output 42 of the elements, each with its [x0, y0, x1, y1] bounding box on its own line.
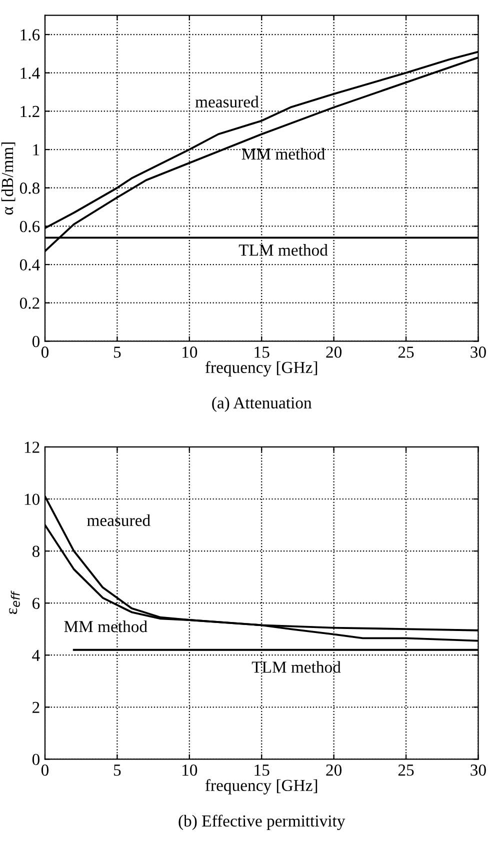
- series-label: TLM method: [252, 661, 341, 673]
- x-tick-label: 20: [326, 764, 342, 776]
- y-tick-label: 10: [24, 494, 40, 505]
- x-tick-label: 10: [182, 764, 198, 776]
- x-tick-label: 5: [114, 346, 121, 358]
- y-tick-label: 6: [32, 598, 40, 610]
- y-tick-label: 12: [24, 442, 40, 453]
- x-tick-label: 25: [398, 764, 414, 776]
- series-label: MM method: [64, 620, 148, 632]
- series-label: measured: [87, 514, 150, 526]
- y-axis-title: α [dB/mm]: [1, 142, 16, 215]
- x-tick-label: 30: [470, 764, 486, 776]
- series-label: MM method: [242, 148, 325, 160]
- y-tick-label: 1.6: [20, 29, 40, 41]
- y-tick-label: 0.6: [20, 220, 40, 232]
- x-axis-title: frequency [GHz]: [205, 361, 318, 377]
- y-tick-label: 0.4: [20, 259, 40, 271]
- x-tick-label: 10: [182, 346, 198, 358]
- y-tick-label: 0.2: [20, 298, 40, 309]
- y-tick-label: 1: [33, 144, 40, 156]
- y-tick-label: 0: [32, 336, 40, 348]
- x-tick-label: 0: [41, 764, 49, 776]
- y-tick-label: 1.4: [20, 68, 40, 79]
- x-tick-label: 15: [254, 346, 270, 358]
- y-tick-label: 1.2: [20, 106, 40, 118]
- y-tick-label: 4: [32, 650, 40, 661]
- y-tick-label: 0.8: [20, 182, 40, 194]
- text: (b) Effective permittivity: [178, 814, 346, 830]
- x-tick-label: 30: [470, 346, 486, 358]
- x-tick-label: 0: [41, 346, 49, 358]
- y-axis-title: ε$_{eff}$: [9, 590, 20, 614]
- series-label: TLM method: [238, 244, 328, 256]
- y-tick-label: 0: [32, 754, 40, 766]
- series-label: measured: [195, 96, 259, 108]
- x-tick-label: 20: [326, 346, 342, 358]
- x-axis-title: frequency [GHz]: [205, 779, 318, 794]
- x-tick-label: 25: [398, 346, 414, 358]
- x-tick-label: 15: [254, 764, 270, 776]
- x-tick-label: 5: [114, 764, 121, 776]
- text: (a) Attenuation: [212, 396, 312, 412]
- y-tick-label: 8: [32, 546, 40, 557]
- y-tick-label: 2: [32, 702, 40, 713]
